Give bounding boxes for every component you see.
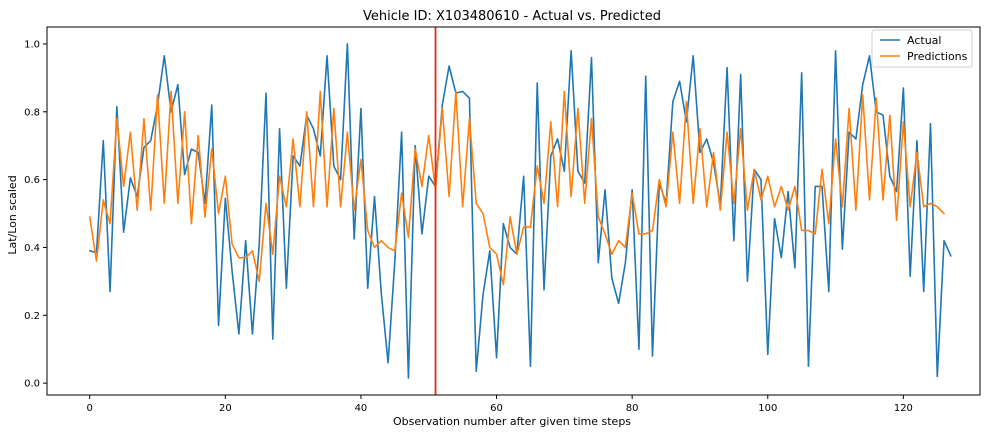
x-tick-label: 100 — [758, 403, 777, 414]
x-tick-label: 40 — [355, 403, 368, 414]
x-tick-label: 80 — [626, 403, 639, 414]
plot-area — [47, 27, 980, 395]
series-line-actual — [88, 43, 952, 379]
y-axis-label: Lat/Lon scaled — [6, 175, 19, 254]
plot-frame — [46, 26, 981, 396]
legend-actual-label: Actual — [907, 34, 941, 47]
x-tick-label: 0 — [87, 403, 93, 414]
x-tick-label: 60 — [490, 403, 503, 414]
y-tick-label: 0.0 — [24, 379, 40, 390]
y-tick-label: 0.2 — [24, 311, 40, 322]
chart-title: Vehicle ID: X103480610 - Actual vs. Pred… — [363, 9, 661, 24]
series-line-predictions — [88, 90, 945, 286]
legend: Actual Predictions — [871, 29, 973, 68]
x-axis-label: Observation number after given time step… — [393, 415, 631, 428]
x-tick-label: 20 — [219, 403, 232, 414]
y-tick-label: 1.0 — [24, 39, 40, 50]
legend-predictions-label: Predictions — [907, 50, 968, 63]
y-tick-label: 0.4 — [24, 243, 40, 254]
y-tick-label: 0.8 — [24, 107, 40, 118]
y-tick-label: 0.6 — [24, 175, 40, 186]
x-tick-label: 120 — [894, 403, 913, 414]
